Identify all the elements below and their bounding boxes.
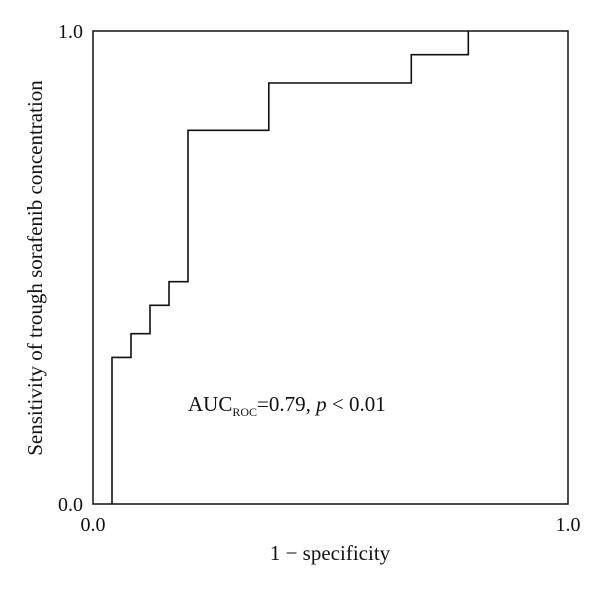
roc-curve [111,31,470,504]
plot-frame [92,30,569,505]
y-tick-label-top: 1.0 [58,21,83,43]
auc-annotation: AUCROC=0.79, p < 0.01 [188,392,386,419]
p-value: < 0.01 [327,392,386,416]
auc-prefix: AUC [188,392,232,416]
p-symbol: p [314,392,327,416]
y-axis-label: Sensitivity of trough sorafenib concentr… [23,80,47,456]
y-tick-label-bottom: 0.0 [58,494,83,516]
auc-value: =0.79, [257,392,316,416]
x-axis-label: 1 − specificity [270,541,391,565]
x-tick-label-left: 0.0 [81,514,106,536]
auc-subscript: ROC [232,405,257,419]
x-tick-label-right: 1.0 [556,514,581,536]
